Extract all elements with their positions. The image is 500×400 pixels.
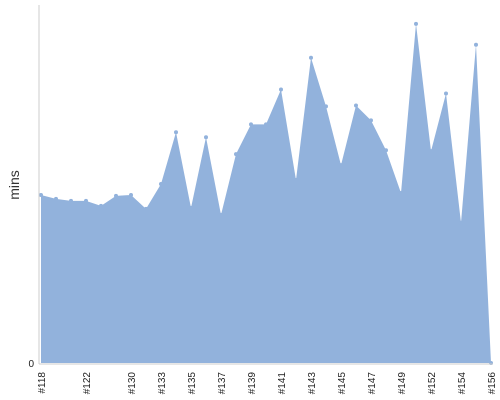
data-point bbox=[114, 193, 118, 198]
y-axis-label: mins bbox=[6, 170, 22, 200]
x-tick-label: #147 bbox=[367, 372, 378, 395]
x-tick-label: #149 bbox=[397, 372, 408, 395]
data-point bbox=[54, 196, 58, 201]
x-tick-label: #145 bbox=[337, 372, 348, 395]
data-point bbox=[294, 178, 298, 183]
x-tick-label: #141 bbox=[277, 372, 288, 395]
data-point bbox=[159, 182, 163, 186]
y-axis-ticks: 0 bbox=[28, 359, 34, 370]
area-series bbox=[39, 21, 493, 365]
x-tick-label: #143 bbox=[307, 372, 318, 395]
x-tick-label: #118 bbox=[37, 372, 48, 394]
y-tick-label: 0 bbox=[28, 359, 34, 370]
data-point bbox=[174, 130, 178, 135]
data-point bbox=[279, 87, 283, 92]
data-point bbox=[444, 91, 448, 96]
data-point bbox=[99, 203, 103, 208]
x-tick-label: #154 bbox=[457, 372, 468, 395]
data-point bbox=[249, 122, 253, 127]
data-point bbox=[309, 55, 313, 60]
data-point bbox=[369, 118, 373, 123]
x-tick-label: #152 bbox=[427, 372, 438, 395]
area-fill bbox=[41, 23, 491, 364]
data-point bbox=[354, 103, 358, 108]
data-point bbox=[264, 122, 268, 127]
x-tick-label: #130 bbox=[127, 372, 138, 395]
data-point bbox=[234, 152, 238, 157]
data-point bbox=[414, 21, 418, 26]
x-tick-label: #135 bbox=[187, 372, 198, 395]
data-point bbox=[204, 135, 208, 140]
data-point bbox=[459, 220, 463, 225]
x-tick-label: #139 bbox=[247, 372, 258, 395]
data-point bbox=[474, 42, 478, 47]
data-point bbox=[189, 205, 193, 210]
data-point bbox=[324, 104, 328, 109]
x-tick-label: #133 bbox=[157, 372, 168, 395]
x-axis-ticks: #118 #122 #130 #133 #135 #137 #139 #141 #143 #145… bbox=[37, 372, 498, 395]
x-tick-label: #137 bbox=[217, 372, 228, 395]
x-tick-label: #156 bbox=[487, 372, 498, 395]
data-point bbox=[39, 192, 43, 197]
data-point bbox=[129, 192, 133, 197]
data-point bbox=[69, 198, 73, 203]
data-point bbox=[399, 190, 403, 195]
data-point bbox=[144, 206, 148, 211]
x-tick-label: #122 bbox=[82, 372, 93, 395]
data-point bbox=[219, 212, 223, 217]
data-point bbox=[339, 163, 343, 168]
data-point bbox=[384, 148, 388, 153]
data-point bbox=[429, 149, 433, 154]
data-point bbox=[84, 198, 88, 203]
